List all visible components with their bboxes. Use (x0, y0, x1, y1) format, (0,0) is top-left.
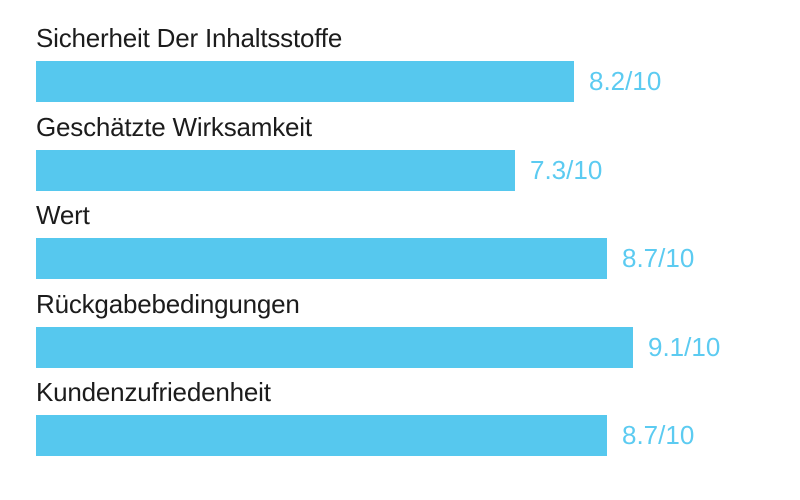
rating-value-label: 8.7/10 (622, 420, 695, 450)
rating-category-label: Sicherheit Der Inhaltsstoffe (36, 23, 343, 53)
rating-category-label: Geschätzte Wirksamkeit (36, 111, 312, 142)
rating-bar (36, 326, 633, 368)
rating-row: Kundenzufriedenheit 8.7/10 (36, 376, 800, 456)
rating-bar-line: 8.7/10 (36, 415, 800, 456)
rating-bar (36, 61, 574, 102)
rating-row: Wert 8.7/10 (36, 199, 800, 279)
rating-category-label: Rückgabebedingungen (36, 288, 300, 319)
rating-bar-line: 9.1/10 (36, 326, 800, 368)
rating-row: Sicherheit Der Inhaltsstoffe 8.2/10 (36, 22, 800, 102)
rating-bar (36, 415, 607, 456)
rating-bar-line: 7.3/10 (36, 149, 800, 191)
rating-category-label: Wert (36, 200, 90, 230)
rating-row: Rückgabebedingungen 9.1/10 (36, 288, 800, 368)
rating-bar (36, 238, 607, 279)
rating-value-label: 7.3/10 (530, 154, 603, 185)
rating-value-label: 9.1/10 (648, 331, 721, 362)
rating-bar-line: 8.7/10 (36, 238, 800, 279)
rating-bar (36, 149, 515, 191)
rating-row: Geschätzte Wirksamkeit 7.3/10 (36, 111, 800, 191)
rating-category-label: Kundenzufriedenheit (36, 377, 271, 407)
rating-value-label: 8.7/10 (622, 243, 695, 273)
rating-value-label: 8.2/10 (589, 66, 662, 96)
rating-bar-line: 8.2/10 (36, 61, 800, 102)
